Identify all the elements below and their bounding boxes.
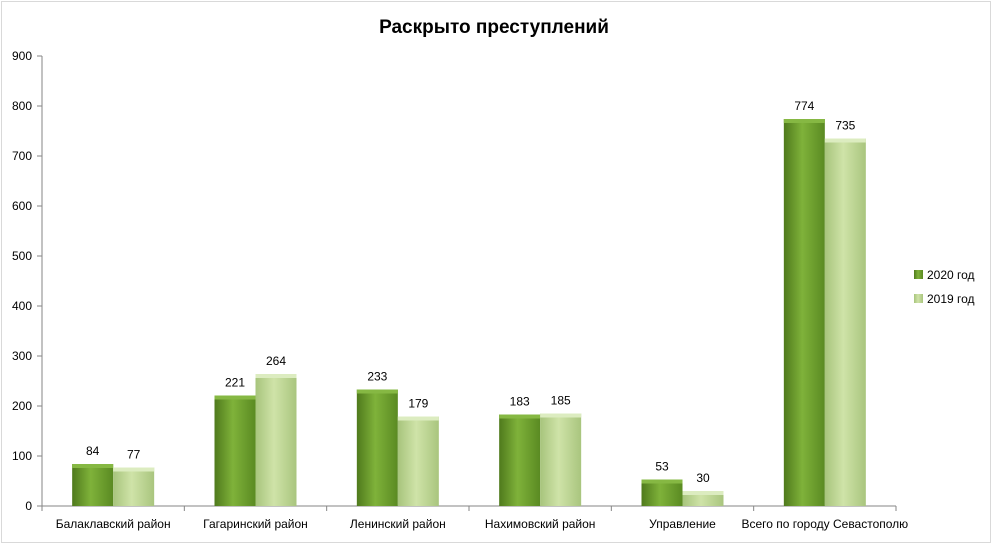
bar-2020 [356, 389, 398, 506]
y-tick-label: 100 [12, 449, 32, 463]
bars-group [72, 119, 866, 506]
bar-2020 [783, 119, 825, 506]
data-label: 30 [696, 471, 710, 485]
x-tick-label: Всего по городу Севастополю [741, 517, 908, 531]
bar-top-highlight [214, 395, 256, 400]
x-tick-label: Балаклавский район [56, 517, 171, 531]
bar-top-highlight [113, 467, 155, 472]
bar-2020 [499, 414, 541, 506]
bar-2019 [113, 467, 155, 506]
y-tick-label: 600 [12, 199, 32, 213]
data-label: 264 [266, 354, 286, 368]
legend-swatch [914, 294, 923, 303]
bar-top-highlight [255, 374, 297, 378]
bar-top-highlight [540, 413, 582, 418]
y-tick-label: 0 [25, 499, 32, 513]
y-tick-label: 800 [12, 99, 32, 113]
y-tick-label: 500 [12, 249, 32, 263]
legend-swatch [914, 270, 923, 279]
legend-label: 2019 год [927, 292, 975, 306]
data-label: 183 [510, 395, 530, 409]
data-label: 221 [225, 376, 245, 390]
y-tick-label: 700 [12, 149, 32, 163]
bar-top-highlight [824, 138, 866, 143]
y-tick-label: 900 [12, 49, 32, 63]
x-tick-label: Гагаринский район [203, 517, 308, 531]
bar-top-highlight [641, 479, 683, 484]
legend: 2020 год 2019 год [914, 268, 975, 306]
bar-2020 [214, 395, 256, 506]
bar-2020 [72, 464, 114, 506]
data-label: 185 [551, 394, 571, 408]
data-label: 735 [835, 119, 855, 133]
bar-2019 [540, 413, 582, 506]
x-tick-label: Ленинский район [350, 517, 446, 531]
x-tick-label: Управление [649, 517, 716, 531]
y-tick-label: 300 [12, 349, 32, 363]
data-label: 179 [408, 397, 428, 411]
data-label: 84 [86, 444, 100, 458]
bar-2019 [397, 416, 439, 506]
bar-top-highlight [682, 491, 724, 495]
bar-top-highlight [397, 416, 439, 421]
y-tick-label: 400 [12, 299, 32, 313]
x-tick-label: Нахимовский район [485, 517, 596, 531]
bar-top-highlight [356, 389, 398, 394]
data-label: 77 [127, 448, 141, 462]
y-tick-label: 200 [12, 399, 32, 413]
chart-title: Раскрыто преступлений [379, 17, 609, 38]
data-label: 774 [794, 99, 814, 113]
data-label: 53 [655, 460, 669, 474]
data-label: 233 [367, 370, 387, 384]
axes: 0 100 200 300 400 500 600 700 800 900 Балаклавский… [12, 49, 908, 531]
bar-2019 [824, 138, 866, 506]
bar-top-highlight [72, 464, 114, 468]
legend-label: 2020 год [927, 268, 975, 282]
bar-2020 [641, 479, 683, 506]
bar-top-highlight [499, 414, 541, 419]
bar-2019 [255, 374, 297, 506]
data-labels: 84 221 233 183 53 774 77 264 179 185 30 735 [86, 99, 856, 485]
bar-top-highlight [783, 119, 825, 123]
